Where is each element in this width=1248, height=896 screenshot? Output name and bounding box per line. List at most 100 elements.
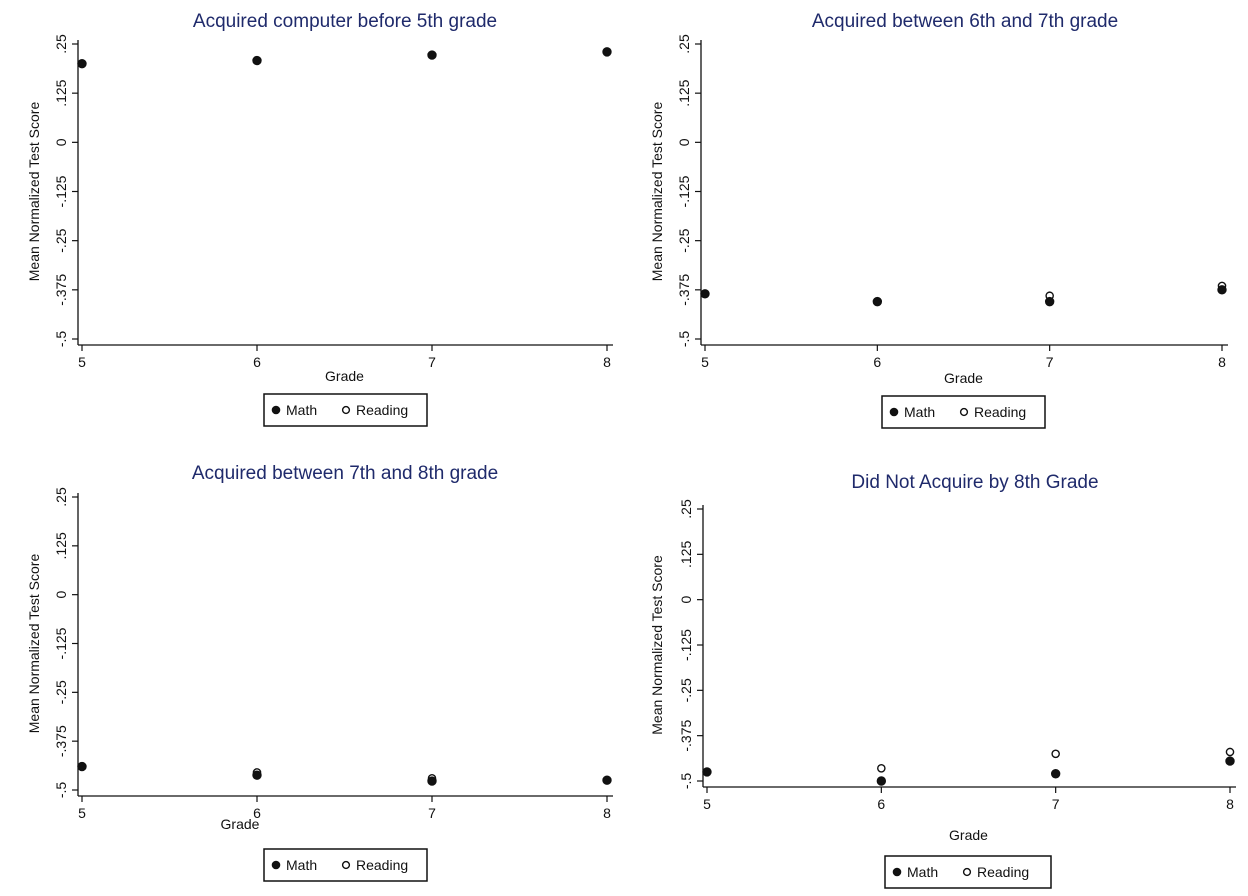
legend: Math Reading	[263, 393, 428, 427]
math-point	[427, 776, 437, 786]
chart-title: Acquired between 7th and 8th grade	[192, 463, 498, 484]
x-tick-label: 5	[701, 354, 709, 370]
y-tick-label: -.375	[53, 274, 69, 306]
reading-point	[1225, 747, 1235, 757]
reading-legend-marker	[959, 407, 969, 417]
math-point	[602, 775, 612, 785]
y-tick-label: -.375	[676, 274, 692, 306]
math-point	[77, 761, 87, 772]
y-tick-label: -.25	[676, 228, 692, 252]
math-point	[252, 55, 262, 66]
x-axis-title: Grade	[325, 368, 364, 384]
legend-label: Math	[907, 864, 938, 880]
math-point	[872, 296, 883, 307]
chart-title: Acquired between 6th and 7th grade	[812, 11, 1118, 32]
y-tick-label: .25	[678, 499, 694, 519]
x-tick-label: 5	[78, 805, 86, 821]
reading-legend-marker	[962, 867, 972, 877]
x-axis-title: Grade	[221, 816, 260, 832]
chart-panel-1: Acquired computer before 5th grade -.5 -.3…	[26, 11, 613, 427]
x-tick-label: 7	[428, 354, 436, 370]
chart-panel-4: Did Not Acquire by 8th Grade -.5 -.375 -.25…	[649, 472, 1236, 889]
x-tick-label: 5	[78, 354, 86, 370]
y-tick-label: -.25	[53, 228, 69, 252]
y-tick-label: -.5	[676, 331, 692, 348]
legend-box	[263, 848, 428, 882]
legend: Math Reading	[263, 848, 428, 882]
legend-label: Reading	[974, 404, 1026, 420]
y-axis-title: Mean Normalized Test Score	[26, 554, 42, 734]
x-tick-label: 6	[253, 354, 261, 370]
legend-label: Math	[286, 402, 317, 418]
x-tick-label: 8	[603, 805, 611, 821]
x-tick-label: 8	[1226, 796, 1234, 812]
y-tick-label: -.125	[53, 175, 69, 207]
math-point	[1050, 769, 1061, 779]
x-tick-label: 6	[877, 796, 885, 812]
legend-label: Reading	[356, 857, 408, 873]
math-point	[252, 770, 262, 780]
y-tick-label: -.375	[678, 720, 694, 752]
x-tick-label: 7	[428, 805, 436, 821]
y-tick-label: .125	[53, 532, 69, 559]
y-tick-label: .125	[676, 79, 692, 106]
reading-legend-marker	[341, 860, 351, 870]
y-tick-label: -.5	[678, 773, 694, 790]
reading-point	[1051, 749, 1060, 759]
x-tick-label: 6	[873, 354, 881, 370]
y-tick-label: .125	[678, 540, 694, 567]
y-tick-label: 0	[678, 596, 694, 604]
y-axis-title: Mean Normalized Test Score	[649, 555, 665, 735]
y-axis-title: Mean Normalized Test Score	[649, 102, 665, 282]
math-legend-marker	[892, 867, 902, 877]
math-point	[702, 767, 712, 777]
chart-panel-3: Acquired between 7th and 8th grade -.5 -.3…	[26, 463, 613, 882]
math-legend-marker	[889, 407, 899, 417]
math-legend-marker	[271, 860, 281, 870]
y-tick-label: .125	[53, 79, 69, 106]
legend: Math Reading	[881, 395, 1046, 429]
math-point	[77, 58, 87, 69]
math-point	[876, 776, 887, 786]
math-point	[1217, 285, 1227, 295]
x-tick-label: 7	[1046, 354, 1054, 370]
legend-label: Reading	[977, 864, 1029, 880]
x-axis-title: Grade	[944, 370, 983, 386]
y-tick-label: 0	[53, 138, 69, 146]
reading-point	[877, 764, 886, 773]
chart-title: Did Not Acquire by 8th Grade	[851, 472, 1098, 493]
math-point	[427, 50, 437, 60]
math-point	[700, 289, 710, 299]
y-tick-label: 0	[676, 138, 692, 146]
y-axis-title: Mean Normalized Test Score	[26, 102, 42, 282]
math-point	[1044, 296, 1055, 307]
legend: Math Reading	[884, 855, 1052, 889]
y-tick-label: .25	[53, 487, 69, 507]
y-tick-label: -.125	[678, 629, 694, 661]
y-tick-label: -.375	[53, 725, 69, 757]
y-tick-label: 0	[53, 591, 69, 599]
math-point	[602, 47, 612, 57]
y-tick-label: -.5	[53, 782, 69, 799]
reading-legend-marker	[341, 405, 351, 415]
chart-panel-2: Acquired between 6th and 7th grade -.5 -.3…	[649, 11, 1228, 429]
legend-label: Math	[286, 857, 317, 873]
legend-label: Reading	[356, 402, 408, 418]
x-tick-label: 8	[603, 354, 611, 370]
math-legend-marker	[271, 405, 281, 415]
chart-title: Acquired computer before 5th grade	[193, 11, 497, 32]
y-tick-label: -.25	[53, 680, 69, 704]
x-tick-label: 5	[703, 796, 711, 812]
x-tick-label: 7	[1052, 796, 1060, 812]
y-tick-label: -.5	[53, 331, 69, 348]
x-tick-label: 8	[1218, 354, 1226, 370]
y-tick-label: -.25	[678, 678, 694, 702]
y-tick-label: .25	[53, 34, 69, 54]
x-tick-label: 6	[253, 805, 261, 821]
y-tick-label: .25	[676, 34, 692, 54]
legend-label: Math	[904, 404, 935, 420]
y-tick-label: -.125	[676, 175, 692, 207]
x-axis-title: Grade	[949, 827, 988, 843]
math-point	[1225, 756, 1235, 766]
